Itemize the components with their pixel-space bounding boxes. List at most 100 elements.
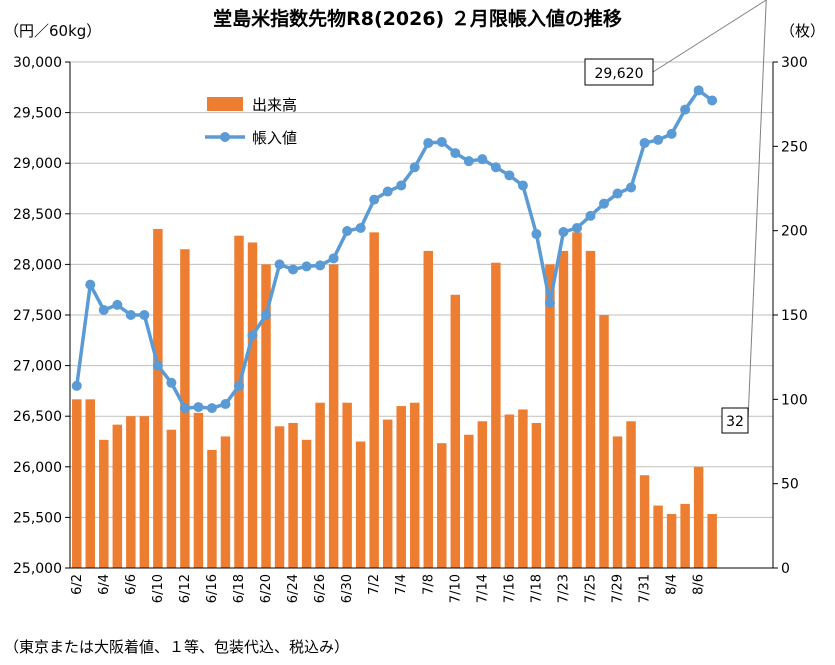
- callout-leader-price: [652, 0, 767, 73]
- legend-swatch-volume: [207, 97, 243, 111]
- x-tick-label: 6/30: [340, 574, 355, 603]
- volume-bar: [355, 441, 366, 568]
- settlement-price-point: [301, 261, 312, 272]
- settlement-price-point: [558, 227, 569, 238]
- settlement-price-point: [680, 104, 691, 115]
- x-tick-label: 7/14: [475, 574, 490, 603]
- x-tick-label: 6/26: [313, 574, 328, 603]
- volume-bar: [342, 402, 352, 568]
- volume-bar: [437, 443, 447, 568]
- y-left-tick-label: 27,500: [13, 308, 62, 324]
- y-left-tick-label: 28,000: [13, 257, 62, 273]
- settlement-price-point: [666, 128, 677, 139]
- y-left-tick-label: 28,500: [13, 207, 62, 223]
- settlement-price-point: [85, 279, 96, 290]
- volume-bar: [545, 264, 555, 568]
- volume-bar: [369, 232, 379, 568]
- x-tick-label: 7/16: [502, 574, 517, 603]
- settlement-price-point: [112, 299, 123, 310]
- settlement-price-point: [653, 134, 664, 145]
- volume-bar: [139, 416, 150, 568]
- x-tick-label: 7/18: [529, 574, 544, 603]
- settlement-price-point: [382, 186, 393, 197]
- y-left-tick-label: 26,500: [13, 409, 62, 425]
- x-tick-label: 6/24: [286, 574, 301, 603]
- volume-bar: [504, 414, 515, 568]
- settlement-price-point: [261, 310, 272, 320]
- volume-bar: [666, 514, 677, 568]
- volume-bar: [653, 505, 663, 568]
- volume-bar: [153, 228, 163, 569]
- settlement-price-point: [369, 194, 380, 205]
- settlement-price-point: [71, 380, 82, 391]
- settlement-price-point: [315, 260, 326, 271]
- volume-bar: [315, 402, 325, 568]
- settlement-price-point: [599, 198, 610, 209]
- settlement-price-point: [328, 253, 339, 264]
- settlement-price-point: [517, 180, 528, 191]
- x-tick-label: 6/6: [124, 574, 139, 595]
- settlement-price-point: [707, 95, 718, 106]
- settlement-price-point: [152, 360, 163, 371]
- volume-bar: [450, 294, 461, 568]
- y-right-tick-label: 150: [781, 308, 808, 324]
- settlement-price-point: [463, 156, 474, 167]
- settlement-price-point: [436, 136, 447, 147]
- settlement-price-point: [139, 310, 150, 320]
- settlement-price-point: [288, 264, 299, 275]
- callout-box-price: [584, 58, 654, 86]
- volume-bar: [166, 429, 177, 568]
- volume-bar: [126, 416, 136, 568]
- volume-bar: [328, 264, 339, 568]
- x-tick-label: 7/2: [367, 574, 382, 595]
- settlement-price-point: [612, 188, 623, 199]
- settlement-price-point: [490, 162, 501, 173]
- settlement-price-point: [585, 210, 596, 221]
- settlement-price-point: [544, 297, 555, 308]
- volume-bar: [680, 503, 690, 568]
- x-tick-label: 8/4: [665, 574, 680, 595]
- settlement-price-point: [639, 137, 650, 148]
- settlement-price-point: [220, 399, 231, 410]
- x-tick-label: 6/4: [97, 574, 112, 595]
- settlement-price-point: [477, 154, 488, 165]
- volume-bar: [464, 434, 474, 568]
- volume-bar: [274, 426, 285, 568]
- left-axis-unit: （円／60kg）: [4, 22, 102, 40]
- settlement-price-point: [193, 402, 204, 413]
- volume-bar: [99, 439, 109, 568]
- x-tick-label: 7/4: [394, 574, 409, 595]
- chart-title: 堂島米指数先物R8(2026) ２月限帳入値の推移: [213, 8, 622, 30]
- volume-bar: [639, 475, 650, 568]
- y-right-tick-label: 100: [781, 392, 808, 408]
- volume-bar: [572, 232, 582, 568]
- settlement-price-point: [531, 229, 542, 240]
- callout-leader-volume: [747, 0, 767, 421]
- settlement-price-point: [125, 310, 136, 320]
- y-right-tick-label: 200: [781, 224, 808, 240]
- x-tick-label: 7/10: [448, 574, 463, 603]
- callout-volume: 32: [726, 414, 744, 430]
- settlement-price-point: [98, 304, 109, 315]
- volume-bar: [410, 402, 420, 568]
- y-right-tick-label: 300: [781, 55, 808, 71]
- settlement-price-point: [247, 330, 258, 341]
- settlement-price-point: [233, 380, 244, 391]
- settlement-price-point: [355, 222, 366, 233]
- right-axis-unit: （枚）: [780, 22, 826, 40]
- settlement-price-point: [504, 170, 515, 181]
- volume-bar: [531, 422, 542, 568]
- x-tick-label: 7/25: [583, 574, 598, 603]
- volume-bar: [599, 315, 609, 568]
- y-left-tick-label: 25,000: [13, 561, 62, 577]
- volume-bar: [477, 421, 488, 568]
- footnote: （東京または大阪着値、１等、包装代込、税込み）: [4, 638, 350, 656]
- settlement-price-point: [342, 226, 353, 237]
- settlement-price-point: [409, 162, 420, 173]
- x-tick-label: 6/12: [178, 574, 193, 603]
- volume-bar: [112, 424, 123, 568]
- volume-bar: [491, 262, 501, 568]
- y-left-tick-label: 25,500: [13, 510, 62, 526]
